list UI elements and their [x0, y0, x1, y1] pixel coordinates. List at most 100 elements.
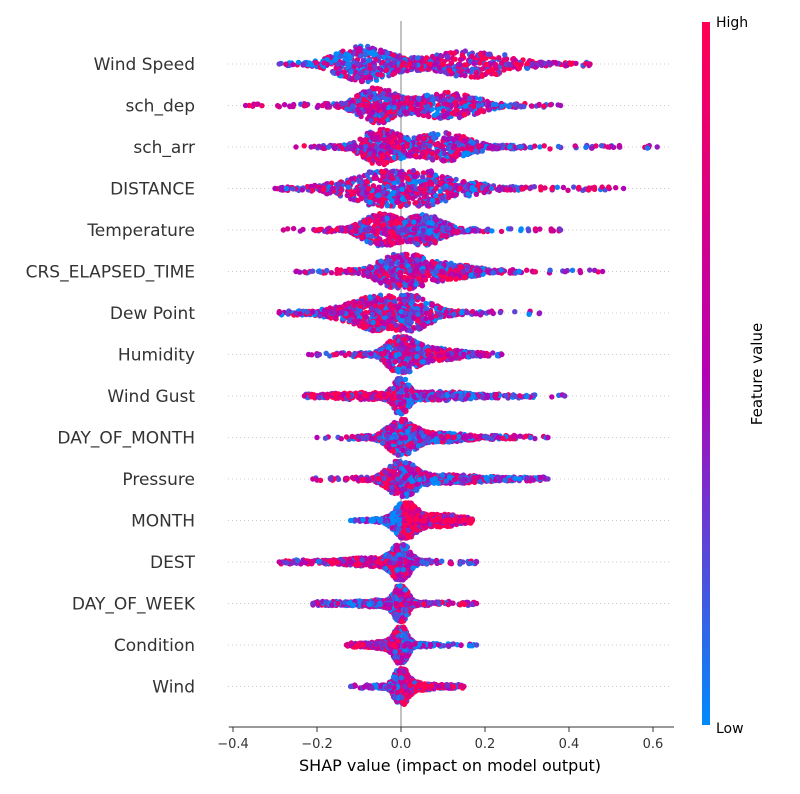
shap-point — [427, 311, 432, 316]
shap-point — [478, 96, 483, 101]
shap-point — [360, 320, 365, 325]
shap-point — [480, 148, 485, 153]
shap-point — [407, 311, 412, 316]
shap-point — [460, 146, 465, 151]
shap-point — [384, 160, 389, 165]
shap-point — [440, 228, 445, 233]
shap-point — [449, 96, 454, 101]
shap-point — [465, 264, 470, 269]
shap-point — [499, 104, 504, 109]
shap-point — [548, 102, 553, 107]
shap-point — [496, 55, 501, 60]
shap-point — [277, 61, 282, 66]
shap-point — [439, 270, 444, 275]
shap-point — [516, 269, 521, 274]
shap-point — [502, 67, 507, 72]
shap-point — [367, 169, 372, 174]
shap-point — [507, 270, 512, 275]
shap-point — [338, 144, 343, 149]
shap-point — [407, 286, 412, 291]
shap-point — [416, 112, 421, 117]
shap-point — [422, 187, 427, 192]
shap-point — [407, 268, 412, 273]
shap-point — [487, 145, 492, 150]
shap-point — [448, 185, 453, 190]
shap-point — [434, 155, 439, 160]
shap-point — [300, 187, 305, 192]
shap-point — [359, 196, 364, 201]
shap-point — [413, 200, 418, 205]
shap-point — [333, 315, 338, 320]
shap-point — [513, 61, 518, 66]
shap-point — [404, 252, 409, 257]
shap-point — [613, 185, 618, 190]
shap-point — [425, 236, 430, 241]
shap-point — [474, 268, 479, 273]
shap-point — [385, 50, 390, 55]
shap-point — [437, 311, 442, 316]
shap-point — [300, 227, 305, 232]
shap-point — [417, 145, 422, 150]
shap-point — [382, 137, 387, 142]
shap-point — [368, 240, 373, 245]
shap-point — [324, 268, 329, 273]
shap-point — [380, 112, 385, 117]
shap-point — [425, 263, 430, 268]
shap-point — [300, 62, 305, 67]
shap-point — [408, 237, 413, 242]
shap-point — [416, 295, 421, 300]
shap-point — [470, 185, 475, 190]
shap-point — [346, 301, 351, 306]
shap-point — [356, 271, 361, 276]
shap-point — [586, 187, 591, 192]
shap-point — [463, 104, 468, 109]
shap-point — [432, 62, 437, 67]
shap-point — [411, 168, 416, 173]
shap-point — [375, 72, 380, 77]
shap-point — [507, 61, 512, 66]
shap-point — [537, 102, 542, 107]
shap-point — [369, 306, 374, 311]
shap-point — [405, 278, 410, 283]
shap-point — [547, 146, 552, 151]
shap-point — [422, 136, 427, 141]
shap-point — [477, 60, 482, 65]
shap-point — [587, 61, 592, 66]
shap-point — [389, 134, 394, 139]
shap-point — [330, 186, 335, 191]
shap-point — [382, 170, 387, 175]
shap-point — [290, 186, 295, 191]
shap-point — [394, 221, 399, 226]
shap-point — [470, 140, 475, 145]
shap-point — [367, 200, 372, 205]
shap-point — [400, 105, 405, 110]
shap-point — [518, 62, 523, 67]
shap-point — [465, 191, 470, 196]
shap-point — [381, 189, 386, 194]
shap-point — [371, 176, 376, 181]
shap-point — [414, 257, 419, 262]
shap-point — [386, 312, 391, 317]
shap-point — [518, 228, 523, 233]
shap-point — [423, 301, 428, 306]
shap-point — [405, 193, 410, 198]
shap-point — [394, 323, 399, 328]
shap-point — [518, 144, 523, 149]
shap-point — [547, 268, 552, 273]
shap-point — [524, 268, 529, 273]
shap-point — [446, 226, 451, 231]
shap-point — [291, 226, 296, 231]
shap-point — [387, 92, 392, 97]
shap-point — [367, 218, 372, 223]
shap-point — [508, 187, 513, 192]
shap-point — [412, 174, 417, 179]
shap-point — [416, 107, 421, 112]
shap-point — [617, 143, 622, 148]
shap-point — [339, 227, 344, 232]
shap-point — [284, 186, 289, 191]
shap-point — [592, 187, 597, 192]
shap-point — [469, 74, 474, 79]
shap-point — [334, 227, 339, 232]
shap-point — [362, 227, 367, 232]
